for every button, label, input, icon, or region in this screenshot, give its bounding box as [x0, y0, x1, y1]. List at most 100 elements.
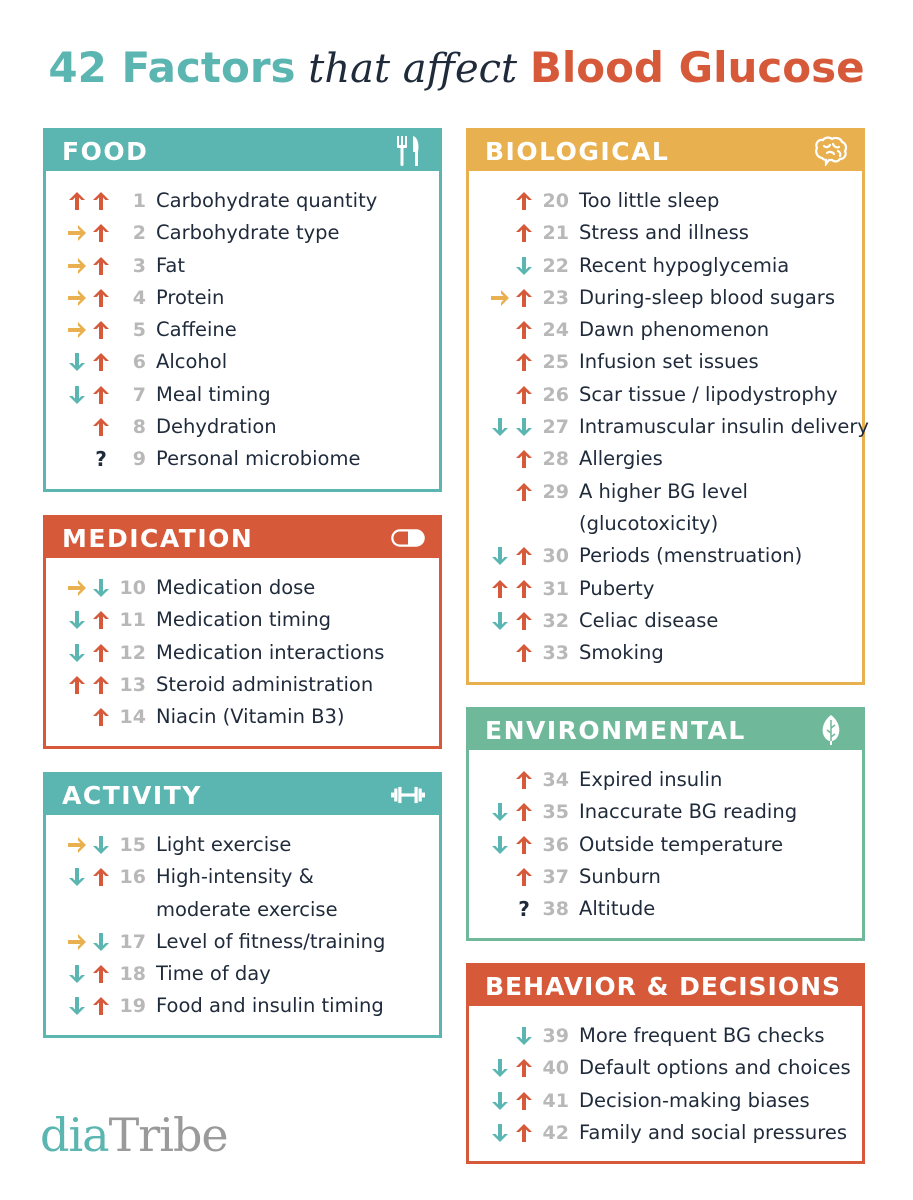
arrow-down-icon — [492, 835, 508, 854]
arrow-up-icon — [93, 353, 109, 372]
direction-arrows — [46, 185, 114, 217]
activity-list: 15 Light exercise 16 High-intensity & modera… — [46, 815, 439, 1023]
factor-number: 28 — [542, 448, 569, 471]
food-title: FOOD — [62, 136, 149, 166]
arrow-down-icon — [93, 836, 109, 854]
factor-number: 2 — [132, 222, 146, 245]
direction-arrows — [46, 250, 114, 282]
direction-arrows — [46, 861, 114, 893]
list-item: 29 A higher BG level — [469, 476, 862, 508]
arrow-up-icon — [93, 965, 109, 984]
arrow-down-icon — [516, 256, 532, 275]
page-title: 42 Factors that affect Blood Glucose — [0, 36, 913, 100]
factor-label: Inaccurate BG reading — [579, 800, 798, 824]
arrow-up-icon — [516, 771, 532, 789]
direction-arrows — [469, 1085, 537, 1117]
medication-list: 10 Medication dose 11 Medication timing 12 Me… — [46, 558, 439, 733]
list-item: 24 Dawn phenomenon — [469, 314, 862, 346]
arrow-down-icon — [492, 1123, 508, 1142]
factor-label: Scar tissue / lipodystrophy — [579, 382, 838, 406]
direction-arrows — [469, 185, 537, 217]
unknown-effect-icon: ? — [95, 447, 107, 472]
list-item: 31 Puberty — [469, 573, 862, 605]
list-item: 17 Level of fitness/training — [46, 926, 439, 958]
list-item: 35 Inaccurate BG reading — [469, 796, 862, 828]
factor-number: 3 — [132, 254, 146, 277]
factor-label: Decision-making biases — [579, 1088, 810, 1112]
activity-panel: ACTIVITY 15 Light exercise 16 High-intensit… — [43, 772, 442, 1038]
list-item: 19 Food and insulin timing — [46, 990, 439, 1022]
arrow-up-icon — [516, 644, 532, 663]
list-item: 41 Decision-making biases — [469, 1085, 862, 1117]
direction-arrows — [46, 411, 114, 443]
arrow-up-icon — [516, 1091, 532, 1110]
arrow-down-icon — [492, 1059, 508, 1078]
factor-number: 11 — [119, 609, 146, 632]
factor-label: Medication timing — [156, 608, 332, 632]
direction-arrows — [469, 443, 537, 475]
list-item: 30 Periods (menstruation) — [469, 540, 862, 572]
factor-number: 16 — [119, 866, 146, 889]
list-item: 4 Protein — [46, 282, 439, 314]
list-item: 12 Medication interactions — [46, 637, 439, 669]
list-item: 32 Celiac disease — [469, 605, 862, 637]
factor-label: Dawn phenomenon — [579, 318, 770, 342]
title-part-2: that affect — [295, 46, 530, 92]
logo-part-1: dia — [40, 1108, 110, 1162]
direction-arrows — [46, 637, 114, 669]
arrow-right-icon — [68, 933, 86, 950]
direction-arrows — [469, 411, 537, 443]
list-item: ? 9 Personal microbiome — [46, 443, 439, 475]
factor-number: 29 — [542, 480, 569, 503]
arrow-up-icon — [516, 482, 532, 501]
arrow-down-icon — [516, 418, 532, 437]
list-item: 34 Expired insulin — [469, 764, 862, 796]
list-item: 3 Fat — [46, 250, 439, 282]
factor-label: Niacin (Vitamin B3) — [156, 705, 345, 729]
arrow-up-icon — [93, 321, 109, 340]
factor-label: Caffeine — [156, 318, 237, 342]
direction-arrows — [469, 796, 537, 828]
factor-label: During-sleep blood sugars — [579, 285, 835, 309]
behavior-title: BEHAVIOR & DECISIONS — [485, 971, 842, 1001]
list-item: 14 Niacin (Vitamin B3) — [46, 701, 439, 733]
food-list: 1 Carbohydrate quantity 2 Carbohydrate type… — [46, 171, 439, 476]
unknown-effect-icon: ? — [518, 897, 530, 922]
list-item: 28 Allergies — [469, 443, 862, 475]
list-item: 39 More frequent BG checks — [469, 1020, 862, 1052]
factor-label: Medication dose — [156, 576, 316, 599]
factor-number: 18 — [119, 963, 146, 986]
factor-label: Fat — [156, 253, 186, 277]
arrow-up-icon — [516, 385, 532, 404]
list-item: 27 Intramuscular insulin delivery — [469, 411, 869, 443]
list-item: 16 High-intensity & — [46, 861, 439, 893]
factor-number: 8 — [132, 416, 146, 439]
factor-number: 42 — [542, 1121, 569, 1144]
factor-label: Altitude — [579, 897, 656, 921]
arrow-down-icon — [69, 353, 85, 372]
direction-arrows — [469, 540, 537, 572]
factor-number: 15 — [119, 834, 146, 856]
list-item: 6 Alcohol — [46, 346, 439, 378]
activity-header: ACTIVITY — [46, 775, 439, 815]
behavior-list: 39 More frequent BG checks 40 Default optio… — [469, 1006, 862, 1149]
direction-arrows — [46, 572, 114, 604]
list-item: 15 Light exercise — [46, 829, 439, 861]
factor-label: High-intensity & — [156, 865, 314, 889]
behavior-panel: BEHAVIOR & DECISIONS 39 More frequent BG … — [466, 963, 865, 1164]
arrow-right-icon — [68, 289, 86, 306]
factor-label: Steroid administration — [156, 672, 374, 696]
arrow-up-icon — [93, 997, 109, 1016]
factor-label: Too little sleep — [579, 189, 720, 212]
list-item: 7 Meal timing — [46, 379, 439, 411]
environmental-panel: ENVIRONMENTAL 34 Expired insulin 35 Inaccur… — [466, 707, 865, 941]
list-item: 33 Smoking — [469, 637, 862, 669]
direction-arrows — [469, 379, 537, 411]
factor-label: A higher BG level — [579, 479, 748, 503]
arrow-up-icon — [93, 418, 109, 437]
factor-number: 26 — [542, 383, 569, 406]
factor-label: Allergies — [579, 447, 663, 471]
arrow-right-icon — [68, 837, 86, 853]
list-item: 5 Caffeine — [46, 314, 439, 346]
list-item: 40 Default options and choices — [469, 1052, 862, 1084]
